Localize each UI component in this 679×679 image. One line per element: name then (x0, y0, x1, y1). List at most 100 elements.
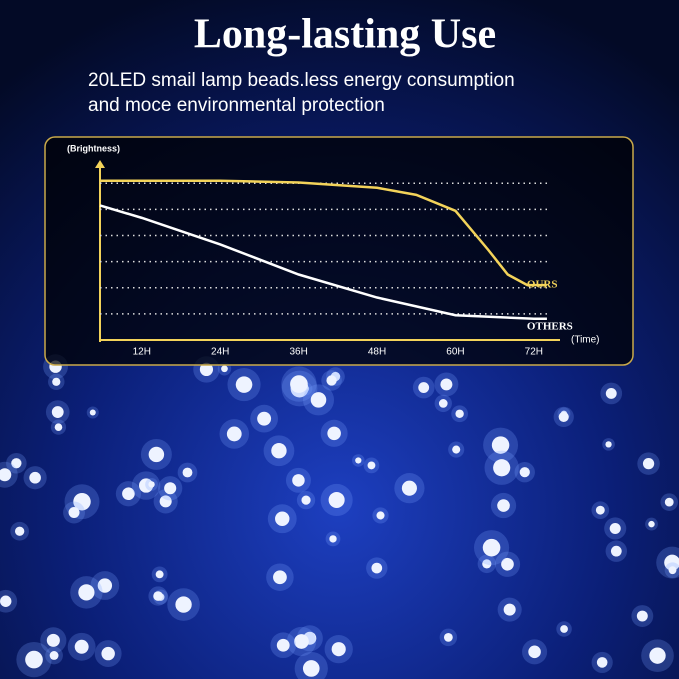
y-axis-arrow (95, 160, 105, 168)
light (596, 657, 608, 668)
light (155, 570, 164, 579)
light (294, 634, 309, 649)
light (610, 545, 622, 557)
x-tick-label: 36H (289, 347, 307, 358)
y-axis-label: (Brightness) (67, 143, 120, 153)
light (605, 388, 617, 399)
x-tick-label: 24H (211, 347, 229, 358)
light (355, 457, 362, 464)
light (501, 557, 514, 571)
light (329, 535, 337, 543)
light (159, 495, 172, 508)
light (455, 409, 464, 418)
light (376, 511, 385, 520)
light (664, 554, 679, 571)
light (443, 633, 453, 642)
light (326, 375, 337, 386)
lights (0, 354, 679, 679)
light (528, 645, 541, 659)
light (438, 399, 448, 408)
light (29, 471, 41, 484)
subtitle: 20LED smail lamp beads.less energy consu… (88, 70, 515, 91)
light (664, 497, 674, 507)
light (493, 459, 511, 477)
light (46, 633, 60, 647)
light (302, 660, 320, 677)
light (148, 446, 165, 463)
light (491, 436, 510, 454)
light (97, 578, 113, 593)
light (452, 445, 461, 454)
series-line (99, 204, 547, 321)
light (668, 566, 677, 575)
light (519, 467, 530, 478)
series-label: OTHERS (527, 320, 573, 332)
light (78, 584, 95, 601)
light (101, 646, 115, 661)
x-tick-label: 60H (446, 347, 464, 358)
light (68, 507, 80, 518)
light (609, 522, 621, 535)
light (642, 458, 655, 470)
chart-panel (44, 136, 634, 366)
light (418, 382, 430, 393)
light (164, 482, 177, 495)
light (503, 603, 516, 616)
light (649, 647, 666, 664)
light (371, 562, 383, 574)
light (497, 499, 510, 512)
light (175, 596, 192, 613)
light (0, 468, 12, 482)
light (153, 591, 163, 601)
light (0, 595, 12, 607)
light (273, 570, 287, 585)
light (605, 441, 612, 448)
light (226, 426, 242, 442)
light (221, 365, 228, 373)
light (235, 376, 253, 393)
light (440, 378, 453, 391)
light (595, 505, 605, 515)
light (560, 625, 568, 633)
light (482, 538, 501, 557)
light (257, 411, 272, 426)
light (328, 491, 345, 509)
light (73, 492, 91, 511)
light (271, 443, 287, 459)
light (310, 392, 327, 408)
light (276, 638, 290, 652)
light (275, 511, 290, 526)
light (292, 474, 305, 487)
light (25, 650, 43, 669)
light (49, 651, 59, 660)
light (182, 467, 193, 478)
x-tick-label: 72H (525, 347, 543, 358)
light (331, 642, 346, 657)
light (199, 362, 214, 377)
light (401, 480, 417, 496)
light (11, 458, 22, 469)
light (89, 409, 96, 416)
series-line (100, 179, 547, 287)
x-tick-label: 48H (368, 347, 386, 358)
light (482, 559, 492, 569)
subtitle: and moce environmental protection (88, 95, 385, 116)
light (51, 406, 64, 418)
light (74, 639, 89, 654)
light (148, 481, 155, 488)
light (14, 526, 25, 536)
series-label: OURS (527, 279, 558, 291)
light (301, 495, 311, 505)
x-tick-label: 12H (133, 347, 151, 358)
light (327, 426, 341, 441)
light (558, 411, 569, 422)
light (52, 377, 61, 386)
light (54, 423, 63, 431)
light (648, 520, 655, 528)
light (367, 461, 376, 470)
x-axis-label: (Time) (571, 335, 600, 346)
light (636, 610, 648, 622)
title: Long-lasting Use (194, 12, 496, 58)
light (122, 487, 135, 501)
